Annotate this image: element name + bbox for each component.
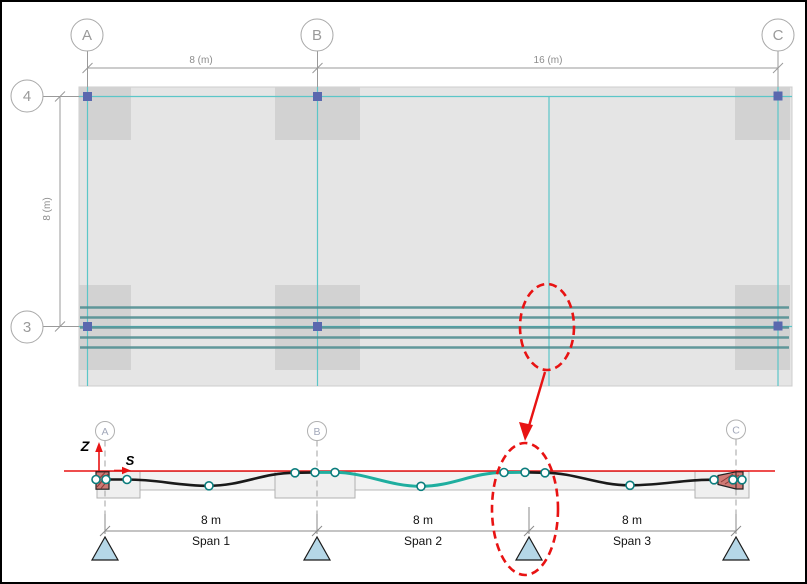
span1-length-label: 8 m (201, 513, 221, 527)
elev-bubble-a (95, 421, 115, 441)
z-axis-label: Z (80, 438, 90, 454)
tendon-point[interactable] (709, 474, 719, 485)
grid-bubble-b-label: B (312, 27, 322, 44)
grid-bubble-3 (10, 310, 44, 344)
tendon-point[interactable] (330, 467, 340, 478)
span3-length-label: 8 m (622, 513, 642, 527)
elev-bubble-c (726, 419, 746, 440)
tendon-point[interactable] (310, 467, 320, 478)
grid-bubble-4-label: 4 (23, 88, 31, 105)
tendon-point[interactable] (290, 467, 300, 478)
elev-dimension-lines (99, 507, 742, 537)
slab-panel[interactable] (78, 86, 793, 387)
tendon-point[interactable] (499, 467, 509, 478)
column-c3[interactable] (773, 321, 783, 331)
elev-bubble-b (307, 421, 327, 441)
elev-grid-lines (104, 439, 737, 514)
span3-name-label: Span 3 (613, 534, 651, 548)
grid-bubble-b (300, 18, 334, 52)
dim-label-left: 8 (m) (42, 197, 53, 220)
tendon-point[interactable] (540, 467, 550, 478)
tendon-points[interactable] (91, 467, 747, 492)
columns (83, 91, 783, 331)
local-axes: Z S (80, 438, 135, 475)
support-triangle-mid[interactable] (514, 535, 544, 561)
span2-name-label: Span 2 (404, 534, 442, 548)
highlight-arrow (519, 371, 547, 441)
support-triangle-c[interactable] (721, 535, 751, 561)
support-triangle-a[interactable] (90, 535, 120, 561)
elevation-view: Z S (64, 419, 775, 577)
elev-bubble-b-label: B (313, 426, 320, 438)
dim-label-ab: 8 (m) (189, 55, 212, 66)
s-axis-label: S (126, 453, 135, 468)
grid-bubble-c-label: C (773, 27, 784, 44)
elev-bubble-c-label: C (732, 424, 740, 436)
column-c4[interactable] (773, 91, 783, 101)
grid-stubs (43, 51, 779, 327)
tendon-point[interactable] (728, 474, 738, 485)
span1-name-label: Span 1 (192, 534, 230, 548)
tendon-point[interactable] (625, 480, 635, 491)
tendon-point[interactable] (204, 480, 214, 491)
tendon-point[interactable] (91, 474, 101, 485)
tendon-point[interactable] (416, 481, 426, 492)
highlight-ellipse-elevation (490, 441, 560, 577)
tendon-group[interactable] (80, 306, 789, 349)
tendon-point[interactable] (122, 474, 132, 485)
grid-bubble-a-label: A (82, 27, 92, 44)
grid-bubble-4 (10, 79, 44, 113)
elev-grid-bubbles: A B C (95, 419, 746, 441)
plan-dimension-lines (54, 62, 784, 332)
s-axis-arrow (122, 466, 131, 475)
column-a3[interactable] (83, 322, 92, 331)
column-b3[interactable] (313, 322, 322, 331)
support-triangle-b[interactable] (302, 535, 332, 561)
column-a4[interactable] (83, 92, 92, 101)
supports (90, 535, 751, 561)
grid-bubble-c (761, 18, 795, 52)
grid-bubble-a (70, 18, 104, 52)
tendon-point[interactable] (101, 474, 111, 485)
z-axis-arrow (95, 442, 103, 452)
column-b4[interactable] (313, 92, 322, 101)
dim-label-bc: 16 (m) (534, 55, 563, 66)
plan-view: 8 (m) 16 (m) 8 (m) A B C 4 3 (10, 18, 795, 441)
elev-bubble-a-label: A (101, 426, 108, 438)
plan-grid-bubbles: A B C 4 3 (10, 18, 795, 344)
tendon-point[interactable] (737, 474, 747, 485)
span2-length-label: 8 m (413, 513, 433, 527)
tendon-point[interactable] (520, 467, 530, 478)
grid-bubble-3-label: 3 (23, 319, 31, 336)
highlight-ellipse-plan (518, 282, 576, 372)
